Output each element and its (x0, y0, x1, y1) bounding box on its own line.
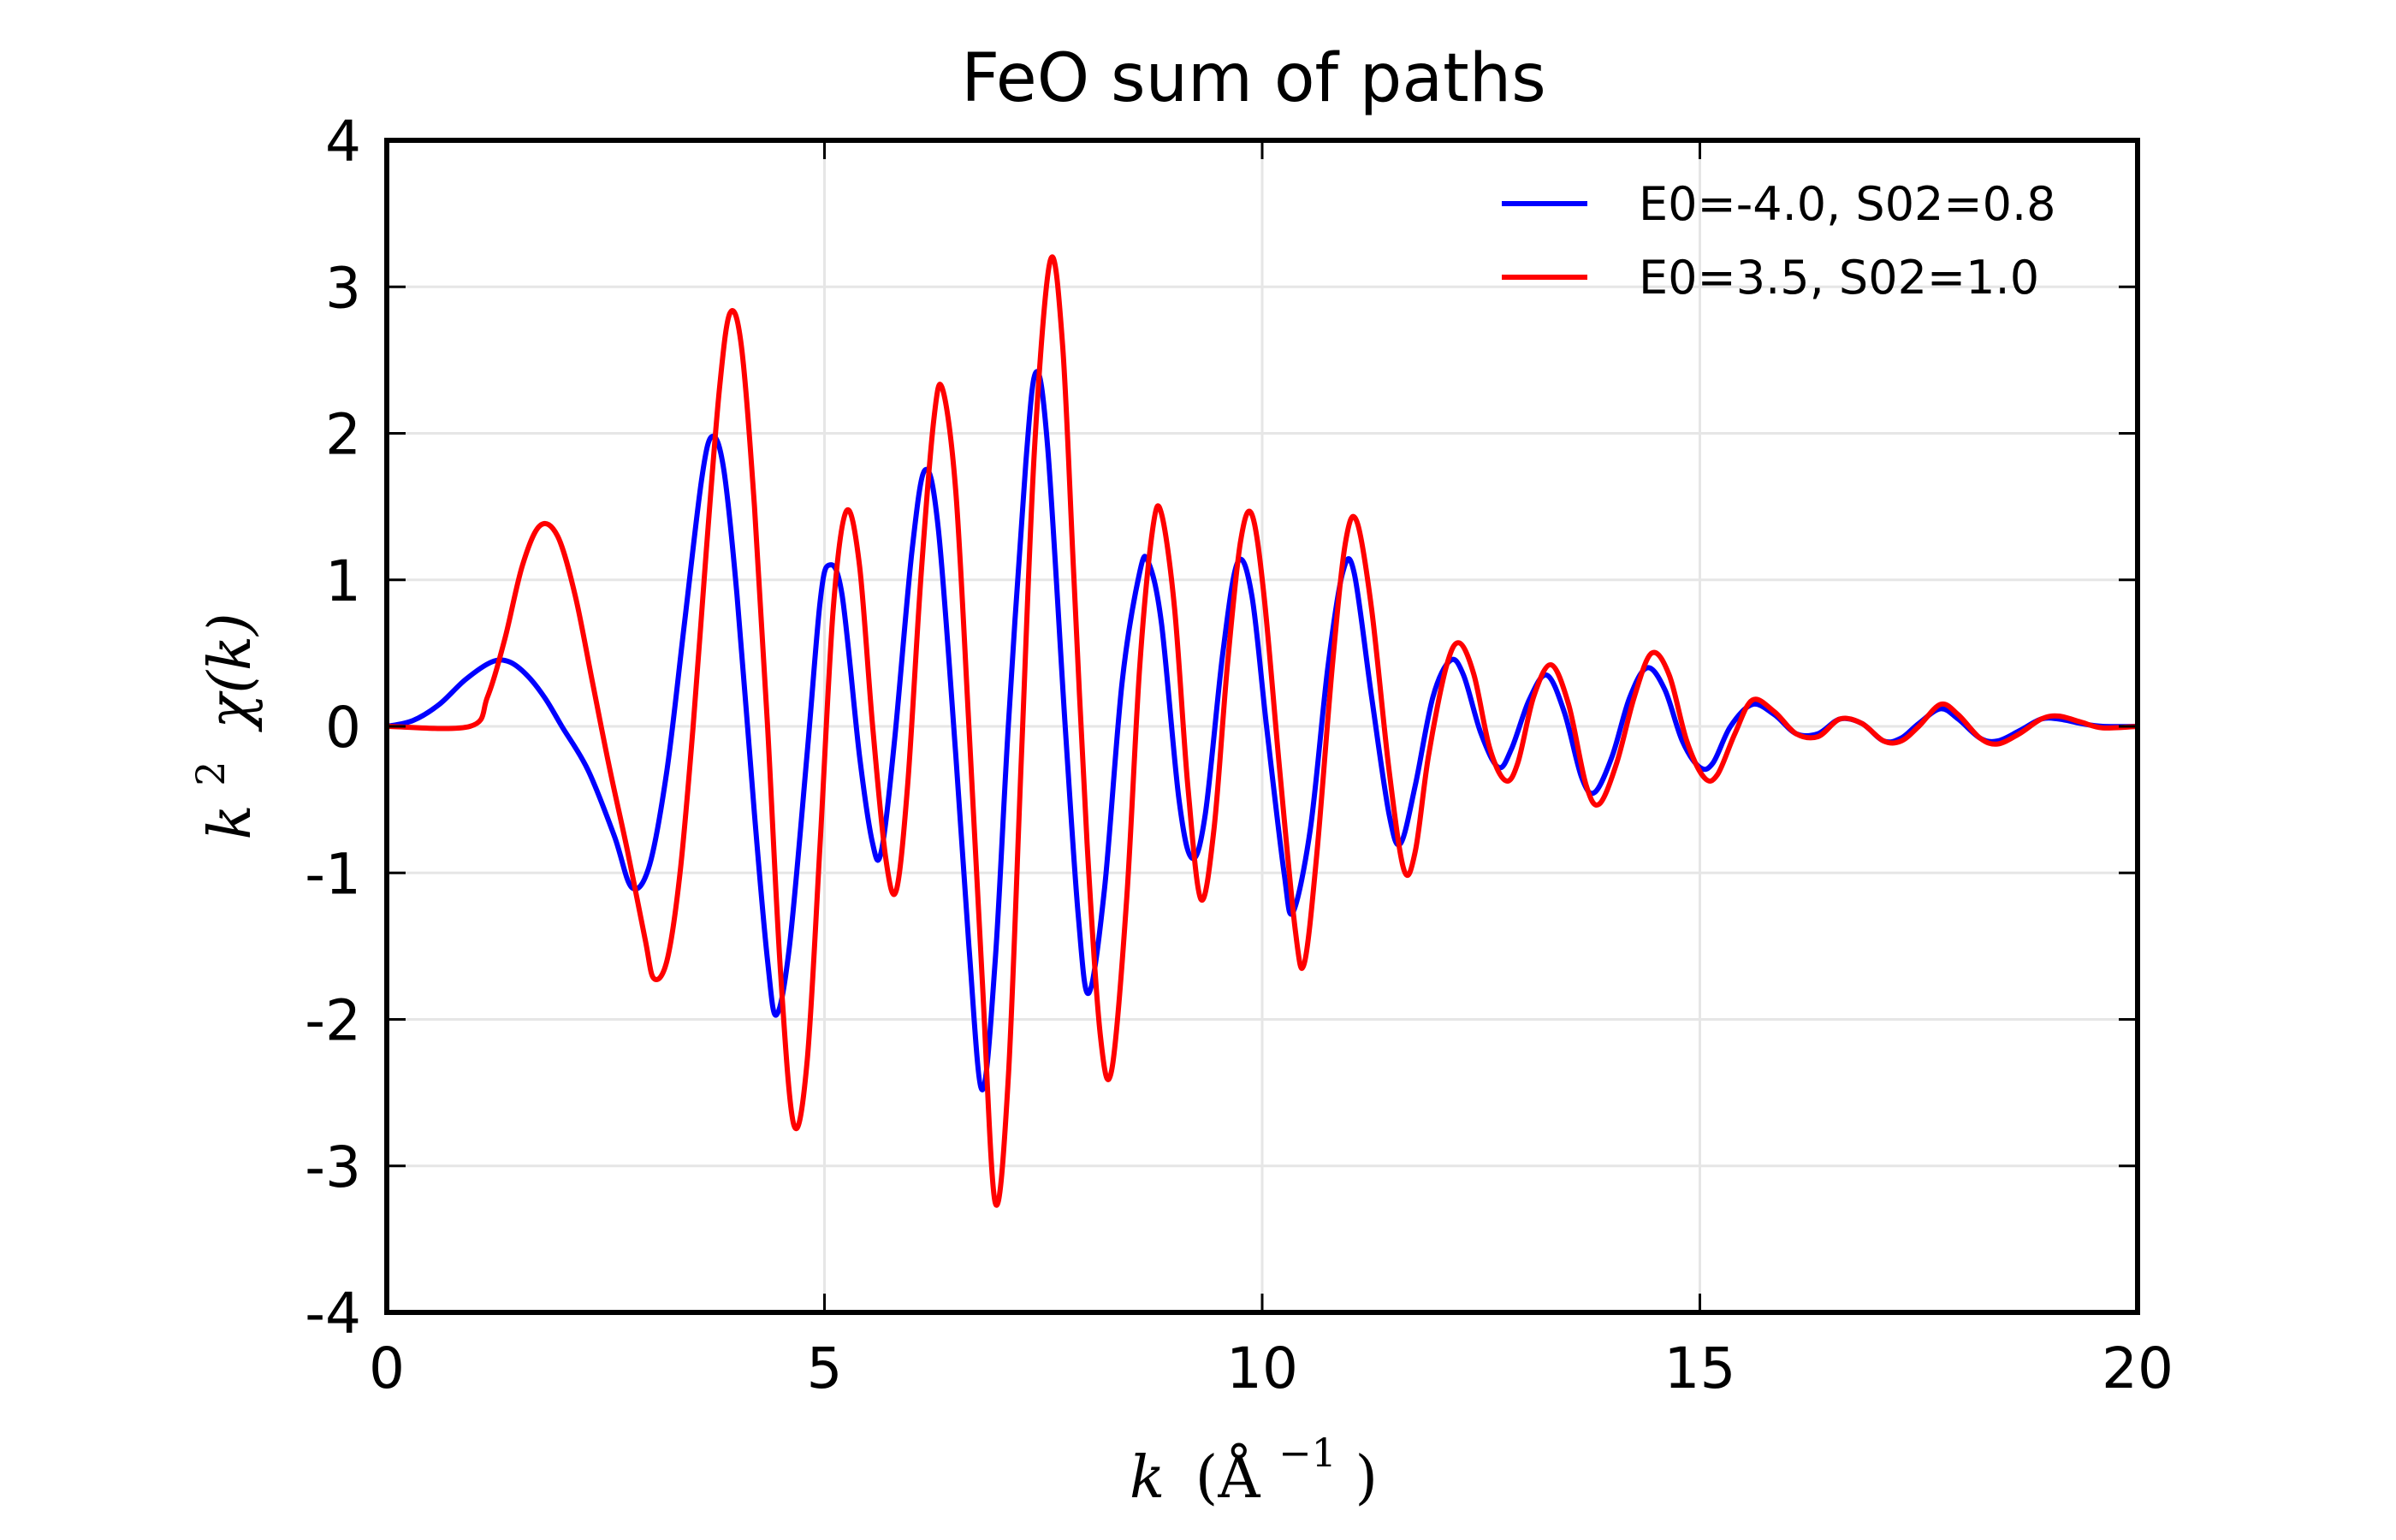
series-line-2 (387, 254, 2138, 1208)
legend-label-1: E0=-4.0, S02=0.8 (1639, 177, 2056, 231)
x-axis-label-unit: (Å (1195, 1443, 1261, 1512)
grid (385, 139, 2139, 1314)
chart-title: FeO sum of paths (961, 40, 1546, 117)
y-tick-label: -1 (305, 841, 361, 907)
y-tick-label: -3 (305, 1134, 361, 1200)
y-axis-label-exponent: 2 (187, 761, 234, 785)
y-tick-label: 0 (325, 695, 361, 761)
x-axis-label-main: k (1130, 1444, 1165, 1512)
y-tick-label: 1 (325, 548, 361, 614)
x-tick-label: 20 (2102, 1336, 2174, 1401)
x-axis-label-exponent: −1 (1278, 1430, 1337, 1476)
y-tick-label: -2 (305, 988, 361, 1054)
legend: E0=-4.0, S02=0.8 E0=3.5, S02=1.0 (1502, 177, 2056, 305)
series-layer (387, 254, 2138, 1208)
y-axis-label: k 2 χ(k) (171, 613, 264, 839)
y-tick-label: 2 (325, 402, 361, 468)
y-tick-label: -4 (305, 1281, 361, 1347)
y-tick-label: 4 (325, 109, 361, 175)
y-axis-label-k: k (197, 804, 264, 839)
y-tick-label: 3 (325, 255, 361, 321)
x-tick-label: 5 (807, 1336, 843, 1401)
x-axis-label: k (Å −1 ) (1130, 1413, 1378, 1512)
x-tick-label: 15 (1664, 1336, 1736, 1401)
tick-labels: 0 5 10 15 20 -4 -3 -2 -1 0 1 2 3 4 (305, 109, 2174, 1401)
x-tick-label: 0 (369, 1336, 405, 1401)
y-axis-label-chi: χ(k) (197, 613, 264, 732)
x-tick-label: 10 (1226, 1336, 1298, 1401)
x-axis-label-close: ) (1355, 1444, 1379, 1512)
plot-frame (384, 138, 2140, 1315)
legend-label-2: E0=3.5, S02=1.0 (1639, 251, 2039, 305)
